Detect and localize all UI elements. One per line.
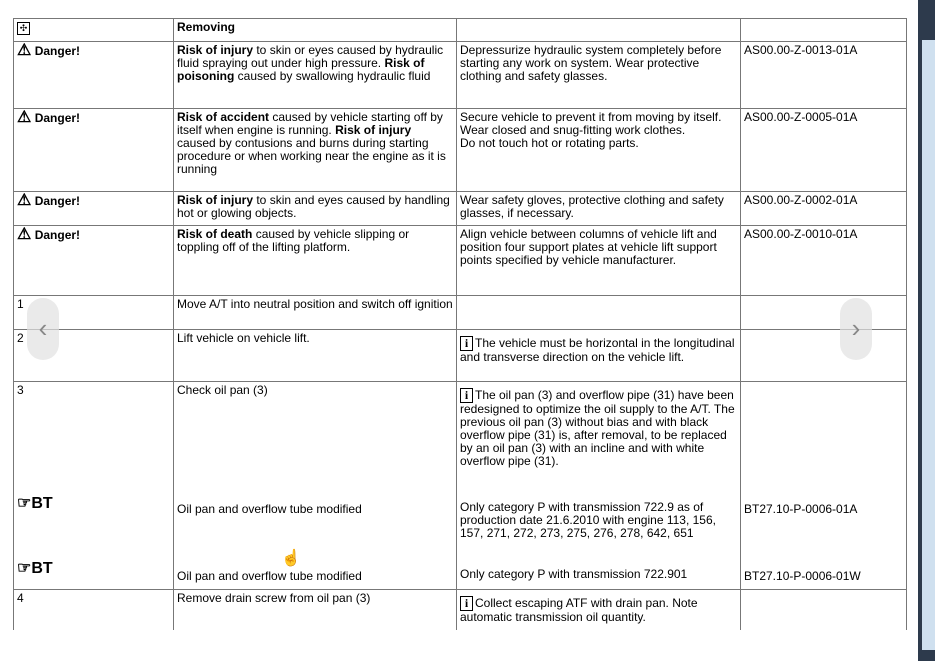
bt-text: Oil pan and overflow tube modified	[177, 502, 362, 516]
step-number: 3	[17, 383, 24, 397]
warning-row: ⚠ Danger! Risk of accident caused by veh…	[13, 108, 907, 192]
bt-code[interactable]: BT27.10-P-0006-01A	[744, 502, 858, 516]
document-code[interactable]: AS00.00-Z-0013-01A	[740, 41, 907, 109]
step-text: Remove drain screw from oil pan (3)	[173, 589, 457, 630]
warning-label: Danger!	[34, 111, 81, 125]
warning-measure: Wear safety gloves, protective clothing …	[456, 191, 741, 226]
section-title: Removing	[173, 18, 457, 42]
step-number: 4	[13, 589, 174, 630]
step-note: The vehicle must be horizontal in the lo…	[460, 336, 735, 364]
warning-measure: Secure vehicle to prevent it from moving…	[456, 108, 741, 192]
expand-icon[interactable]: ✣	[17, 22, 30, 35]
warning-measure: Depressurize hydraulic system completely…	[456, 41, 741, 109]
bt-label: ☞BT	[17, 495, 53, 512]
warning-label: Danger!	[34, 194, 81, 208]
bt-code[interactable]: BT27.10-P-0006-01W	[744, 569, 861, 583]
expand-cell[interactable]: ✣	[13, 18, 174, 42]
document-code[interactable]: AS00.00-Z-0005-01A	[740, 108, 907, 192]
warning-triangle-icon: ⚠	[17, 109, 32, 126]
warning-label: Danger!	[34, 228, 81, 242]
warning-triangle-icon: ⚠	[17, 42, 32, 59]
warning-text: Risk of death caused by vehicle slipping…	[173, 225, 457, 296]
scrollbar[interactable]	[918, 0, 935, 661]
info-icon: i	[460, 596, 473, 611]
warning-text: Risk of injury to skin or eyes caused by…	[173, 41, 457, 109]
warning-row: ⚠ Danger! Risk of injury to skin and eye…	[13, 191, 907, 226]
document-code[interactable]: AS00.00-Z-0010-01A	[740, 225, 907, 296]
prev-page-button[interactable]: ‹	[27, 298, 59, 360]
warning-triangle-icon: ⚠	[17, 226, 32, 243]
step-text: Move A/T into neutral position and switc…	[173, 295, 457, 330]
info-icon: i	[460, 388, 473, 403]
chevron-right-icon[interactable]: ›	[851, 313, 861, 343]
warning-measure: Align vehicle between columns of vehicle…	[456, 225, 741, 296]
procedure-table: ✣ Removing ⚠ Danger! Risk of injury to s…	[13, 18, 907, 630]
step-note: The oil pan (3) and overflow pipe (31) h…	[460, 388, 735, 468]
chevron-left-icon[interactable]: ‹	[38, 313, 48, 343]
warning-triangle-icon: ⚠	[17, 192, 32, 209]
pointing-hand-icon: ☞	[17, 495, 32, 512]
bt-text: Oil pan and overflow tube modified	[177, 569, 362, 583]
scrollbar-track[interactable]	[922, 40, 935, 650]
warning-text: Risk of accident caused by vehicle start…	[173, 108, 457, 192]
step-note: Collect escaping ATF with drain pan. Not…	[460, 596, 698, 624]
warning-text: Risk of injury to skin and eyes caused b…	[173, 191, 457, 226]
document-code[interactable]: AS00.00-Z-0002-01A	[740, 191, 907, 226]
step-text: Check oil pan (3)	[177, 383, 268, 397]
warning-row: ⚠ Danger! Risk of injury to skin or eyes…	[13, 41, 907, 109]
warning-row: ⚠ Danger! Risk of death caused by vehicl…	[13, 225, 907, 296]
warning-label: Danger!	[34, 44, 81, 58]
step-text: Lift vehicle on vehicle lift.	[173, 329, 457, 382]
next-page-button[interactable]: ›	[840, 298, 872, 360]
bt-label: ☞BT	[17, 560, 53, 577]
info-icon: i	[460, 336, 473, 351]
bt-desc: Only category P with transmission 722.90…	[460, 567, 688, 581]
hand-cursor-icon: ☝	[281, 550, 301, 567]
bt-desc: Only category P with transmission 722.9 …	[460, 500, 716, 540]
pointing-hand-icon: ☞	[17, 560, 32, 577]
